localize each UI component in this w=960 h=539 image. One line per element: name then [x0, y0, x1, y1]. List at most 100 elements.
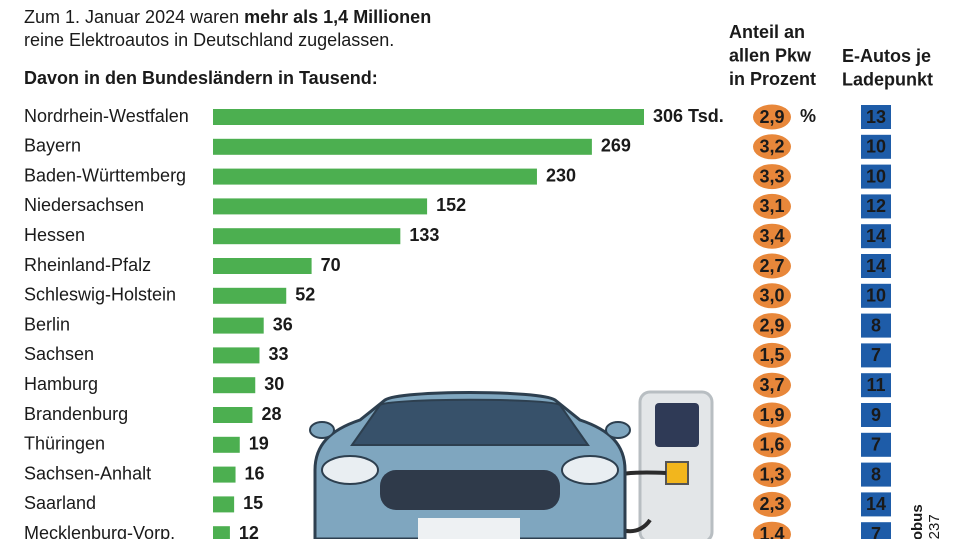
bar	[213, 168, 537, 185]
category-label: Niedersachsen	[24, 195, 144, 215]
ratio-marker	[861, 462, 891, 487]
ratio-label: 7	[871, 524, 881, 539]
bar	[213, 287, 287, 304]
category-label: Bayern	[24, 136, 81, 156]
share-marker	[753, 313, 791, 339]
column-header: Anteil an	[729, 22, 805, 42]
ratio-label: 12	[866, 196, 886, 216]
ratio-marker	[861, 432, 891, 457]
ratio-marker	[861, 134, 891, 159]
ratio-marker	[861, 283, 891, 308]
column-header: allen Pkw	[729, 45, 812, 65]
title-emphasis: mehr als 1,4 Millionen	[244, 7, 431, 27]
share-label: 3,7	[759, 375, 784, 395]
value-label: 152	[436, 195, 466, 215]
share-marker	[753, 283, 791, 309]
category-label: Mecklenburg-Vorp.	[24, 523, 175, 539]
ratio-label: 14	[866, 494, 886, 514]
source: Globus 17237	[909, 504, 943, 539]
share-label: 1,9	[759, 405, 784, 425]
value-label: 230	[546, 165, 576, 185]
category-label: Brandenburg	[24, 404, 128, 424]
source-line: 17237	[926, 514, 943, 539]
category-label: Schleswig-Holstein	[24, 285, 176, 305]
category-label: Rheinland-Pfalz	[24, 255, 151, 275]
ratio-marker	[861, 224, 891, 249]
share-label: 2,7	[759, 256, 784, 276]
value-label: 269	[601, 136, 631, 156]
category-label: Nordrhein-Westfalen	[24, 106, 189, 126]
ratio-label: 8	[871, 315, 881, 335]
ratio-label: 7	[871, 435, 881, 455]
title-lead: Zum 1. Januar 2024 waren	[24, 7, 239, 27]
chart-title: Zum 1. Januar 2024 waren mehr als 1,4 Mil…	[24, 7, 431, 27]
value-label: 306 Tsd.	[653, 106, 724, 126]
category-label: Berlin	[24, 314, 70, 334]
ratio-label: 13	[866, 107, 886, 127]
share-label: 3,2	[759, 137, 784, 157]
ratio-marker	[861, 492, 891, 517]
share-label: 1,6	[759, 435, 784, 455]
share-marker	[753, 342, 791, 368]
ratio-label: 14	[866, 256, 886, 276]
ratio-label: 10	[866, 286, 886, 306]
bar	[213, 496, 235, 513]
share-marker	[753, 372, 791, 398]
share-label: 1,5	[759, 345, 784, 365]
share-marker	[753, 253, 791, 279]
ratio-marker	[861, 343, 891, 368]
bar	[213, 377, 256, 394]
share-marker	[753, 432, 791, 458]
category-label: Sachsen-Anhalt	[24, 463, 151, 483]
ratio-label: 7	[871, 345, 881, 365]
share-label: 2,9	[759, 107, 784, 127]
value-label: 12	[239, 523, 259, 539]
bar	[213, 466, 236, 483]
share-marker	[753, 164, 791, 190]
ratio-marker	[861, 194, 891, 219]
share-label: 1,4	[759, 524, 784, 539]
category-label: Hessen	[24, 225, 85, 245]
source-line: Globus	[909, 504, 926, 539]
column-header: Ladepunkt	[842, 69, 933, 89]
share-label: 3,3	[759, 166, 784, 186]
share-marker	[753, 104, 791, 130]
value-label: 33	[268, 344, 288, 364]
category-label: Saarland	[24, 493, 96, 513]
bar	[213, 198, 428, 215]
share-marker	[753, 462, 791, 488]
ratio-label: 11	[866, 375, 885, 395]
value-label: 70	[321, 255, 341, 275]
share-marker	[753, 193, 791, 219]
share-unit: %	[800, 106, 816, 126]
ratio-marker	[861, 403, 891, 427]
share-label: 1,3	[759, 464, 784, 484]
category-label: Sachsen	[24, 344, 94, 364]
share-label: 3,0	[759, 286, 784, 306]
ratio-marker	[861, 254, 891, 278]
subtitle: Davon in den Bundesländern in Tausend:	[24, 68, 378, 88]
share-marker	[753, 134, 791, 160]
column-header: in Prozent	[729, 69, 816, 89]
category-label: Hamburg	[24, 374, 98, 394]
ratio-label: 9	[871, 405, 881, 425]
ratio-label: 14	[866, 226, 886, 246]
value-label: 30	[264, 374, 284, 394]
ratio-marker	[861, 522, 891, 539]
ratio-label: 10	[866, 166, 886, 186]
ratio-marker	[861, 164, 891, 189]
category-label: Thüringen	[24, 434, 105, 454]
share-label: 2,9	[759, 315, 784, 335]
title-line2: reine Elektroautos in Deutschland zugela…	[24, 30, 394, 50]
ratio-marker	[861, 105, 891, 129]
share-label: 3,4	[759, 226, 784, 246]
bar	[213, 109, 644, 125]
bar	[213, 317, 264, 334]
illustration	[309, 390, 714, 539]
bar	[213, 138, 592, 155]
ratio-marker	[861, 373, 891, 398]
share-marker	[753, 521, 791, 539]
bar	[213, 436, 240, 453]
share-label: 2,3	[759, 494, 784, 514]
